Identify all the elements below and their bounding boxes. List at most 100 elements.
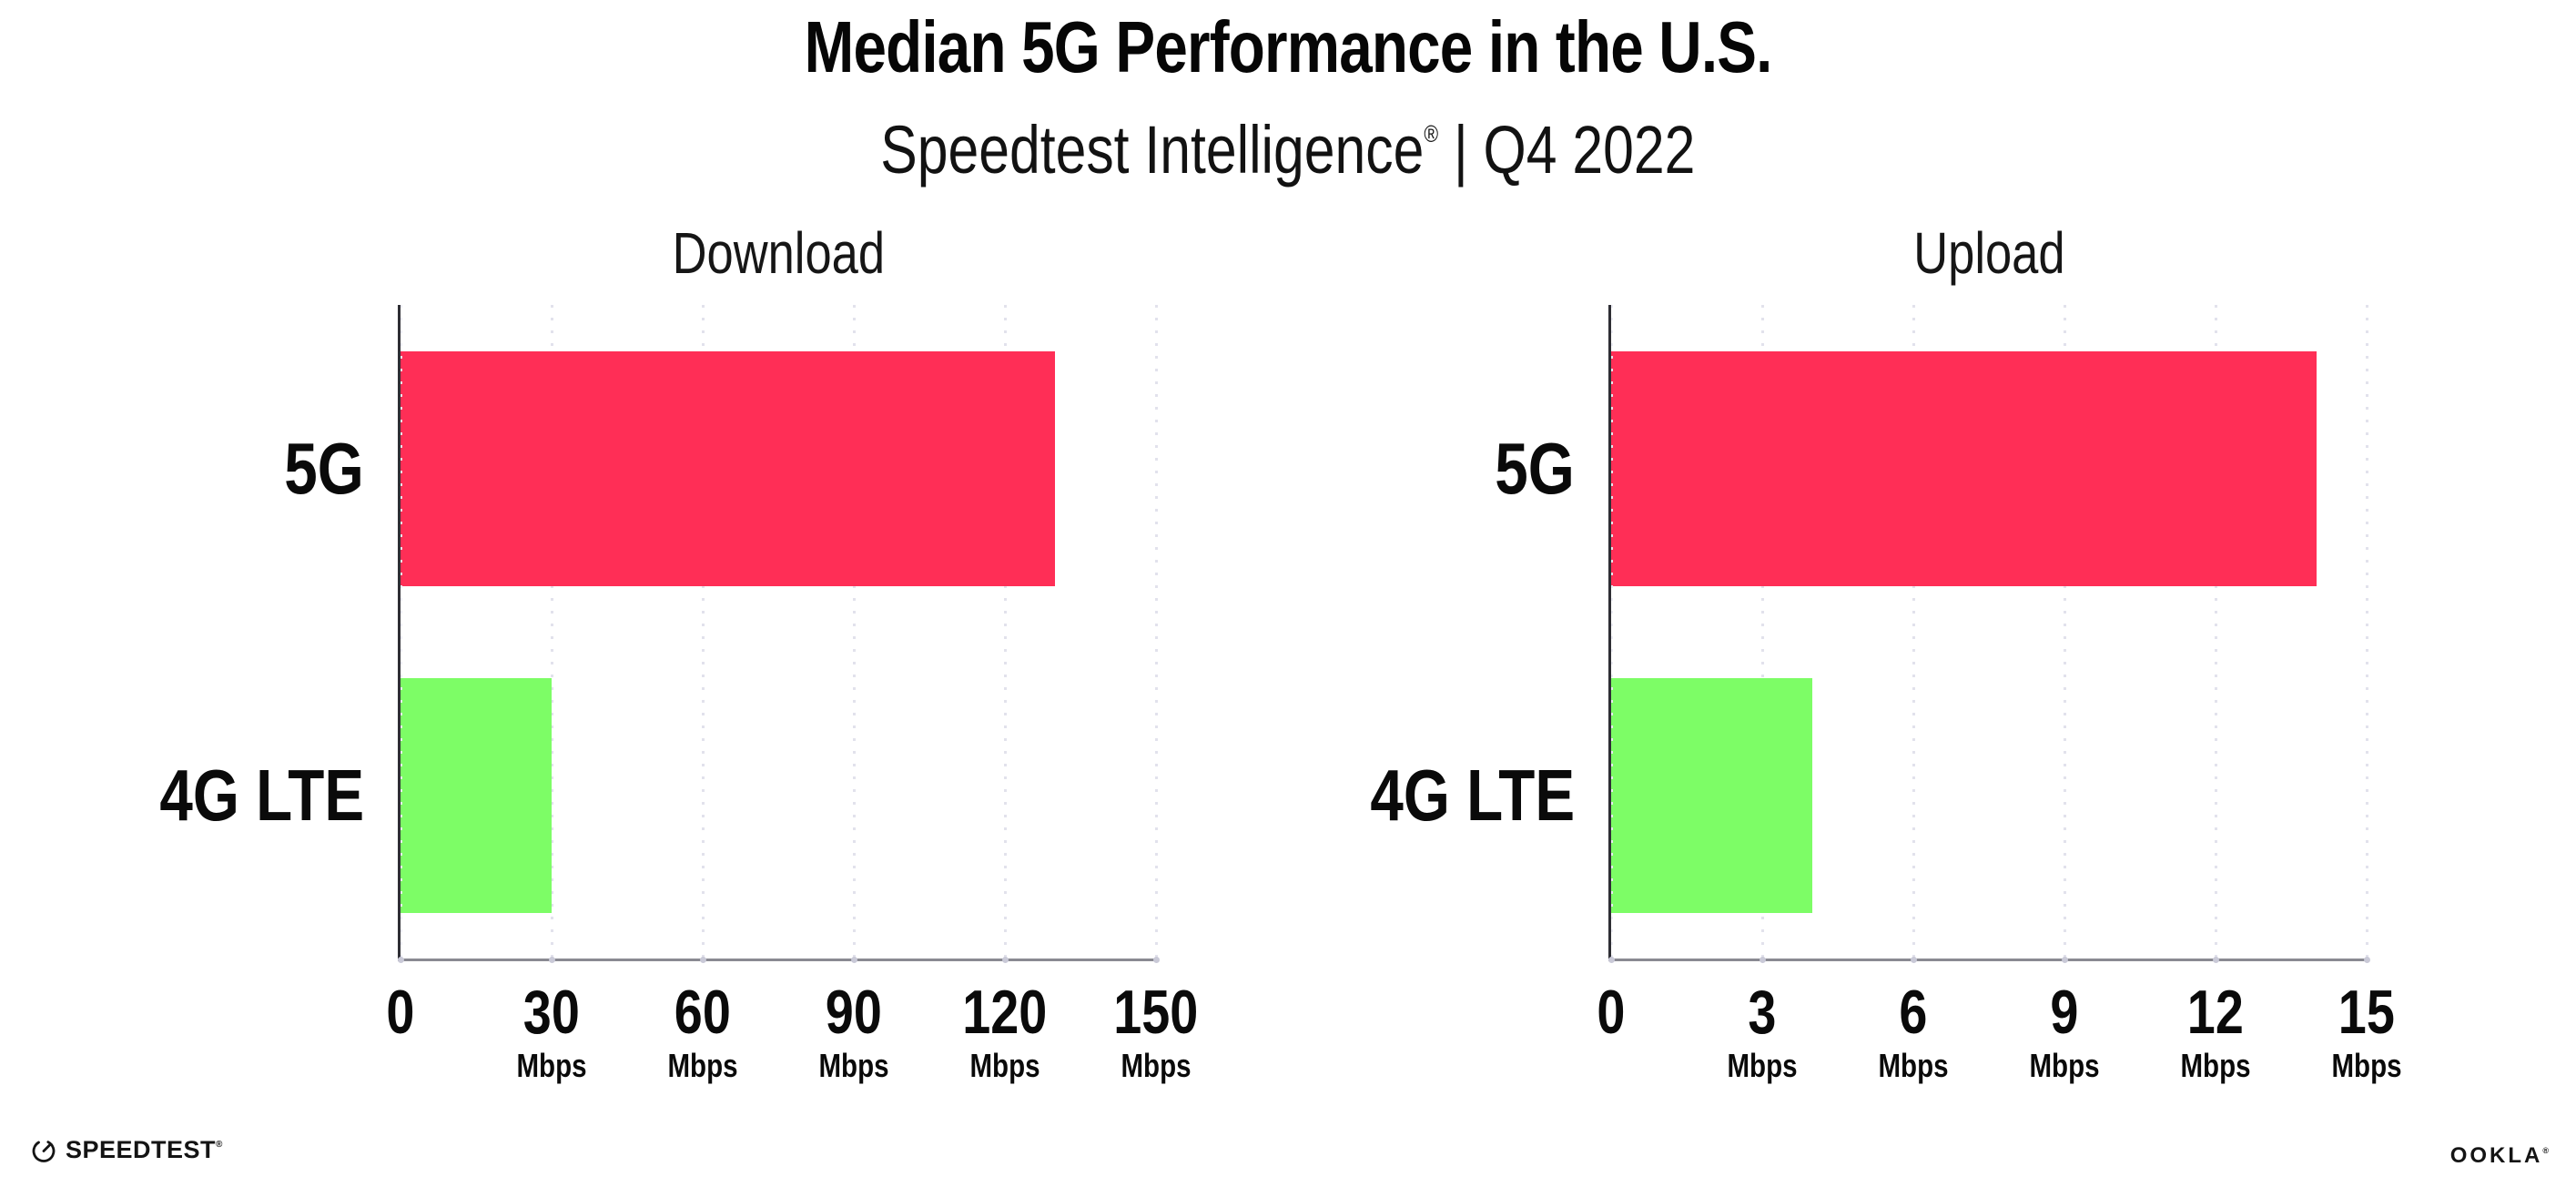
tick-unit-upload-9: Mbps: [1955, 1047, 2174, 1085]
tick-unit-download-30: Mbps: [442, 1047, 661, 1085]
tick-label-text: 90: [825, 978, 883, 1047]
tick-unit-text: Mbps: [969, 1047, 1040, 1084]
axis-tick-dot-download-120: [1001, 957, 1009, 963]
gridline-upload-12: [2214, 305, 2217, 959]
tick-label-text: 0: [386, 978, 415, 1047]
axis-tick-dot-upload-9: [2061, 957, 2068, 963]
ookla-logo: OOKLA®: [2450, 1143, 2549, 1169]
tick-unit-download-60: Mbps: [593, 1047, 812, 1085]
tick-unit-text: Mbps: [1878, 1047, 1949, 1084]
subtitle-brand: Speedtest Intelligence: [880, 112, 1425, 188]
chart-title-text-upload: Upload: [1912, 220, 2065, 286]
axis-tick-dot-upload-6: [1910, 957, 1917, 963]
gridline-download-150: [1154, 305, 1158, 959]
tick-label-text: 12: [2186, 978, 2245, 1047]
chart-title-upload: Upload: [1625, 217, 2353, 289]
tick-unit-download-90: Mbps: [745, 1047, 963, 1085]
bar-upload-5g: [1611, 350, 2317, 586]
gridline-upload-3: [1760, 305, 1764, 959]
tick-label-upload-9: 9: [1955, 981, 2174, 1043]
gridline-upload-15: [2365, 305, 2368, 959]
tick-unit-download-150: Mbps: [1047, 1047, 1265, 1085]
category-label-download-4g-lte: 4G LTE: [0, 741, 364, 850]
tick-label-text: 120: [962, 978, 1048, 1047]
tick-unit-upload-12: Mbps: [2106, 1047, 2325, 1085]
gridline-download-90: [852, 305, 856, 959]
tick-unit-text: Mbps: [818, 1047, 889, 1084]
speedtest-wordmark-text: SPEEDTEST: [66, 1136, 217, 1163]
tick-unit-upload-3: Mbps: [1653, 1047, 1871, 1085]
page-subtitle: Speedtest Intelligence® | Q4 2022: [0, 91, 2576, 188]
tick-label-download-150: 150: [1047, 981, 1265, 1043]
tick-label-text: 150: [1113, 978, 1199, 1047]
tick-label-download-30: 30: [442, 981, 661, 1043]
ookla-wordmark-text: OOKLA: [2449, 1143, 2543, 1168]
tick-label-upload-3: 3: [1653, 981, 1871, 1043]
tick-unit-text: Mbps: [516, 1047, 587, 1084]
gridline-upload-9: [2063, 305, 2066, 959]
tick-label-download-0: 0: [291, 981, 510, 1043]
chart-title-download: Download: [414, 217, 1142, 289]
page-subtitle-text: Speedtest Intelligence® | Q4 2022: [880, 91, 1695, 193]
gridline-download-30: [550, 305, 553, 959]
tick-unit-text: Mbps: [667, 1047, 738, 1084]
tick-unit-text: Mbps: [2029, 1047, 2100, 1084]
tick-label-text: 0: [1597, 978, 1626, 1047]
speedtest-logo: SPEEDTEST®: [30, 1136, 223, 1164]
tick-label-text: 9: [2050, 978, 2079, 1047]
speedtest-trademark-icon: ®: [216, 1140, 223, 1150]
category-label-text: 4G LTE: [1370, 754, 1575, 836]
tick-label-download-60: 60: [593, 981, 812, 1043]
ookla-trademark-icon: ®: [2542, 1146, 2549, 1155]
tick-unit-text: Mbps: [2331, 1047, 2402, 1084]
speedtest-wordmark: SPEEDTEST®: [66, 1136, 223, 1164]
y-axis-download: [398, 305, 401, 961]
gridline-download-60: [701, 305, 705, 959]
bar-download-5g: [401, 350, 1056, 586]
axis-tick-dot-upload-12: [2212, 957, 2219, 963]
category-label-text: 5G: [1495, 427, 1575, 509]
speedtest-gauge-icon: [30, 1137, 57, 1164]
tick-label-text: 3: [1748, 978, 1777, 1047]
tick-unit-text: Mbps: [1121, 1047, 1192, 1084]
axis-tick-dot-upload-15: [2363, 957, 2370, 963]
tick-unit-text: Mbps: [2180, 1047, 2251, 1084]
axis-tick-dot-download-60: [699, 957, 706, 963]
category-label-text: 4G LTE: [159, 754, 364, 836]
tick-label-upload-12: 12: [2106, 981, 2325, 1043]
tick-unit-upload-6: Mbps: [1804, 1047, 2023, 1085]
tick-label-upload-0: 0: [1502, 981, 1720, 1043]
tick-label-text: 6: [1899, 978, 1928, 1047]
gridline-zero-upload: [1610, 305, 1613, 959]
tick-label-download-120: 120: [896, 981, 1114, 1043]
gridline-zero-download: [400, 305, 402, 959]
axis-tick-dot-download-90: [850, 957, 857, 963]
tick-label-upload-6: 6: [1804, 981, 2023, 1043]
bar-download-4g-lte: [401, 677, 552, 913]
category-label-download-5g: 5G: [0, 414, 364, 523]
page-title: Median 5G Performance in the U.S.: [0, 5, 2576, 89]
axis-tick-dot-download-30: [548, 957, 555, 963]
subtitle-period: | Q4 2022: [1438, 112, 1696, 188]
tick-label-text: 30: [522, 978, 581, 1047]
category-label-upload-5g: 5G: [1192, 414, 1575, 523]
tick-label-upload-15: 15: [2257, 981, 2476, 1043]
tick-label-text: 15: [2338, 978, 2396, 1047]
category-label-text: 5G: [284, 427, 364, 509]
gridline-upload-6: [1912, 305, 1915, 959]
category-label-upload-4g-lte: 4G LTE: [1192, 741, 1575, 850]
axis-tick-dot-download-0: [397, 957, 404, 963]
tick-unit-download-120: Mbps: [896, 1047, 1114, 1085]
axis-tick-dot-upload-0: [1607, 957, 1615, 963]
tick-label-download-90: 90: [745, 981, 963, 1043]
tick-label-text: 60: [674, 978, 732, 1047]
axis-tick-dot-upload-3: [1759, 957, 1766, 963]
chart-title-text-download: Download: [672, 220, 885, 286]
tick-unit-text: Mbps: [1727, 1047, 1798, 1084]
registered-trademark-icon: ®: [1424, 120, 1439, 147]
y-axis-upload: [1608, 305, 1611, 961]
x-axis-download: [398, 959, 1159, 961]
x-axis-upload: [1608, 959, 2369, 961]
page-title-text: Median 5G Performance in the U.S.: [804, 6, 1773, 87]
